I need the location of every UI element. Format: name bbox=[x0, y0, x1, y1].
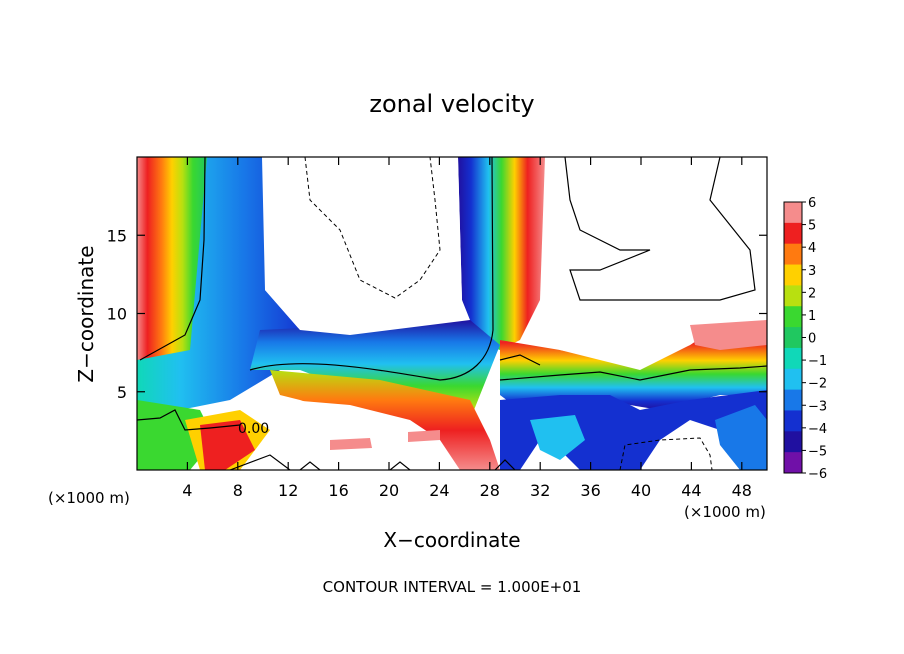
colorbar-tick-label: −2 bbox=[808, 377, 827, 392]
colorbar-tick-label: −1 bbox=[808, 354, 827, 369]
x-tick-label: 40 bbox=[631, 481, 651, 500]
x-unit-right: (×1000 m) bbox=[684, 503, 766, 521]
colorbar-swatch bbox=[784, 389, 802, 411]
colorbar-tick-label: 4 bbox=[808, 241, 816, 256]
colorbar-tick-label: 5 bbox=[808, 219, 816, 234]
colorbar-swatch bbox=[784, 452, 802, 474]
y-axis-label: Z−coordinate bbox=[74, 245, 98, 382]
x-tick-label: 8 bbox=[233, 481, 243, 500]
y-tick-label: 10 bbox=[107, 305, 127, 324]
colorbar-tick-label: −5 bbox=[808, 444, 827, 459]
x-tick-label: 20 bbox=[379, 481, 399, 500]
colorbar: 6 5 4 3 2 1 0 −1 −2 −3 −4 −5 −6 bbox=[783, 196, 827, 482]
colorbar-swatch bbox=[784, 347, 802, 370]
colorbar-tick-label: 2 bbox=[808, 286, 816, 301]
x-tick-label: 48 bbox=[732, 481, 752, 500]
x-axis-label: X−coordinate bbox=[383, 528, 520, 552]
colorbar-swatch bbox=[784, 285, 802, 307]
y-tick-label: 5 bbox=[117, 383, 127, 402]
colorbar-tick-label: 0 bbox=[808, 332, 816, 347]
x-tick-label: 28 bbox=[480, 481, 500, 500]
colorbar-tick-label: −4 bbox=[808, 422, 827, 437]
x-axis: 4 8 12 16 20 24 28 32 36 40 44 48 bbox=[182, 157, 752, 500]
contour-interval-note: CONTOUR INTERVAL = 1.000E+01 bbox=[323, 578, 582, 596]
contour-label: 0.00 bbox=[238, 421, 269, 437]
colorbar-swatch bbox=[784, 222, 802, 245]
x-tick-label: 4 bbox=[182, 481, 192, 500]
colorbar-swatch bbox=[784, 431, 802, 453]
x-tick-label: 16 bbox=[328, 481, 348, 500]
x-tick-label: 44 bbox=[681, 481, 701, 500]
colorbar-swatch bbox=[784, 243, 802, 266]
colorbar-swatch bbox=[784, 368, 802, 391]
colorbar-swatch bbox=[784, 410, 802, 432]
contour-lines-negative bbox=[304, 157, 713, 470]
y-axis: 5 10 15 bbox=[107, 226, 767, 402]
colorbar-tick-label: 6 bbox=[808, 196, 816, 211]
x-tick-label: 36 bbox=[580, 481, 600, 500]
colorbar-tick-label: 1 bbox=[808, 309, 816, 324]
y-tick-label: 15 bbox=[107, 226, 127, 245]
contour-lines bbox=[137, 157, 767, 470]
x-tick-label: 24 bbox=[429, 481, 449, 500]
x-unit-left: (×1000 m) bbox=[48, 489, 130, 507]
colorbar-swatch bbox=[784, 264, 802, 286]
velocity-field bbox=[137, 157, 767, 470]
colorbar-tick-label: −6 bbox=[808, 467, 827, 482]
colorbar-tick-label: 3 bbox=[808, 264, 816, 279]
colorbar-swatch bbox=[784, 202, 802, 224]
x-tick-label: 12 bbox=[278, 481, 298, 500]
colorbar-tick-label: −3 bbox=[808, 399, 827, 414]
x-tick-label: 32 bbox=[530, 481, 550, 500]
colorbar-swatch bbox=[784, 306, 802, 328]
colorbar-swatch bbox=[784, 327, 802, 349]
chart-title: zonal velocity bbox=[369, 90, 534, 118]
